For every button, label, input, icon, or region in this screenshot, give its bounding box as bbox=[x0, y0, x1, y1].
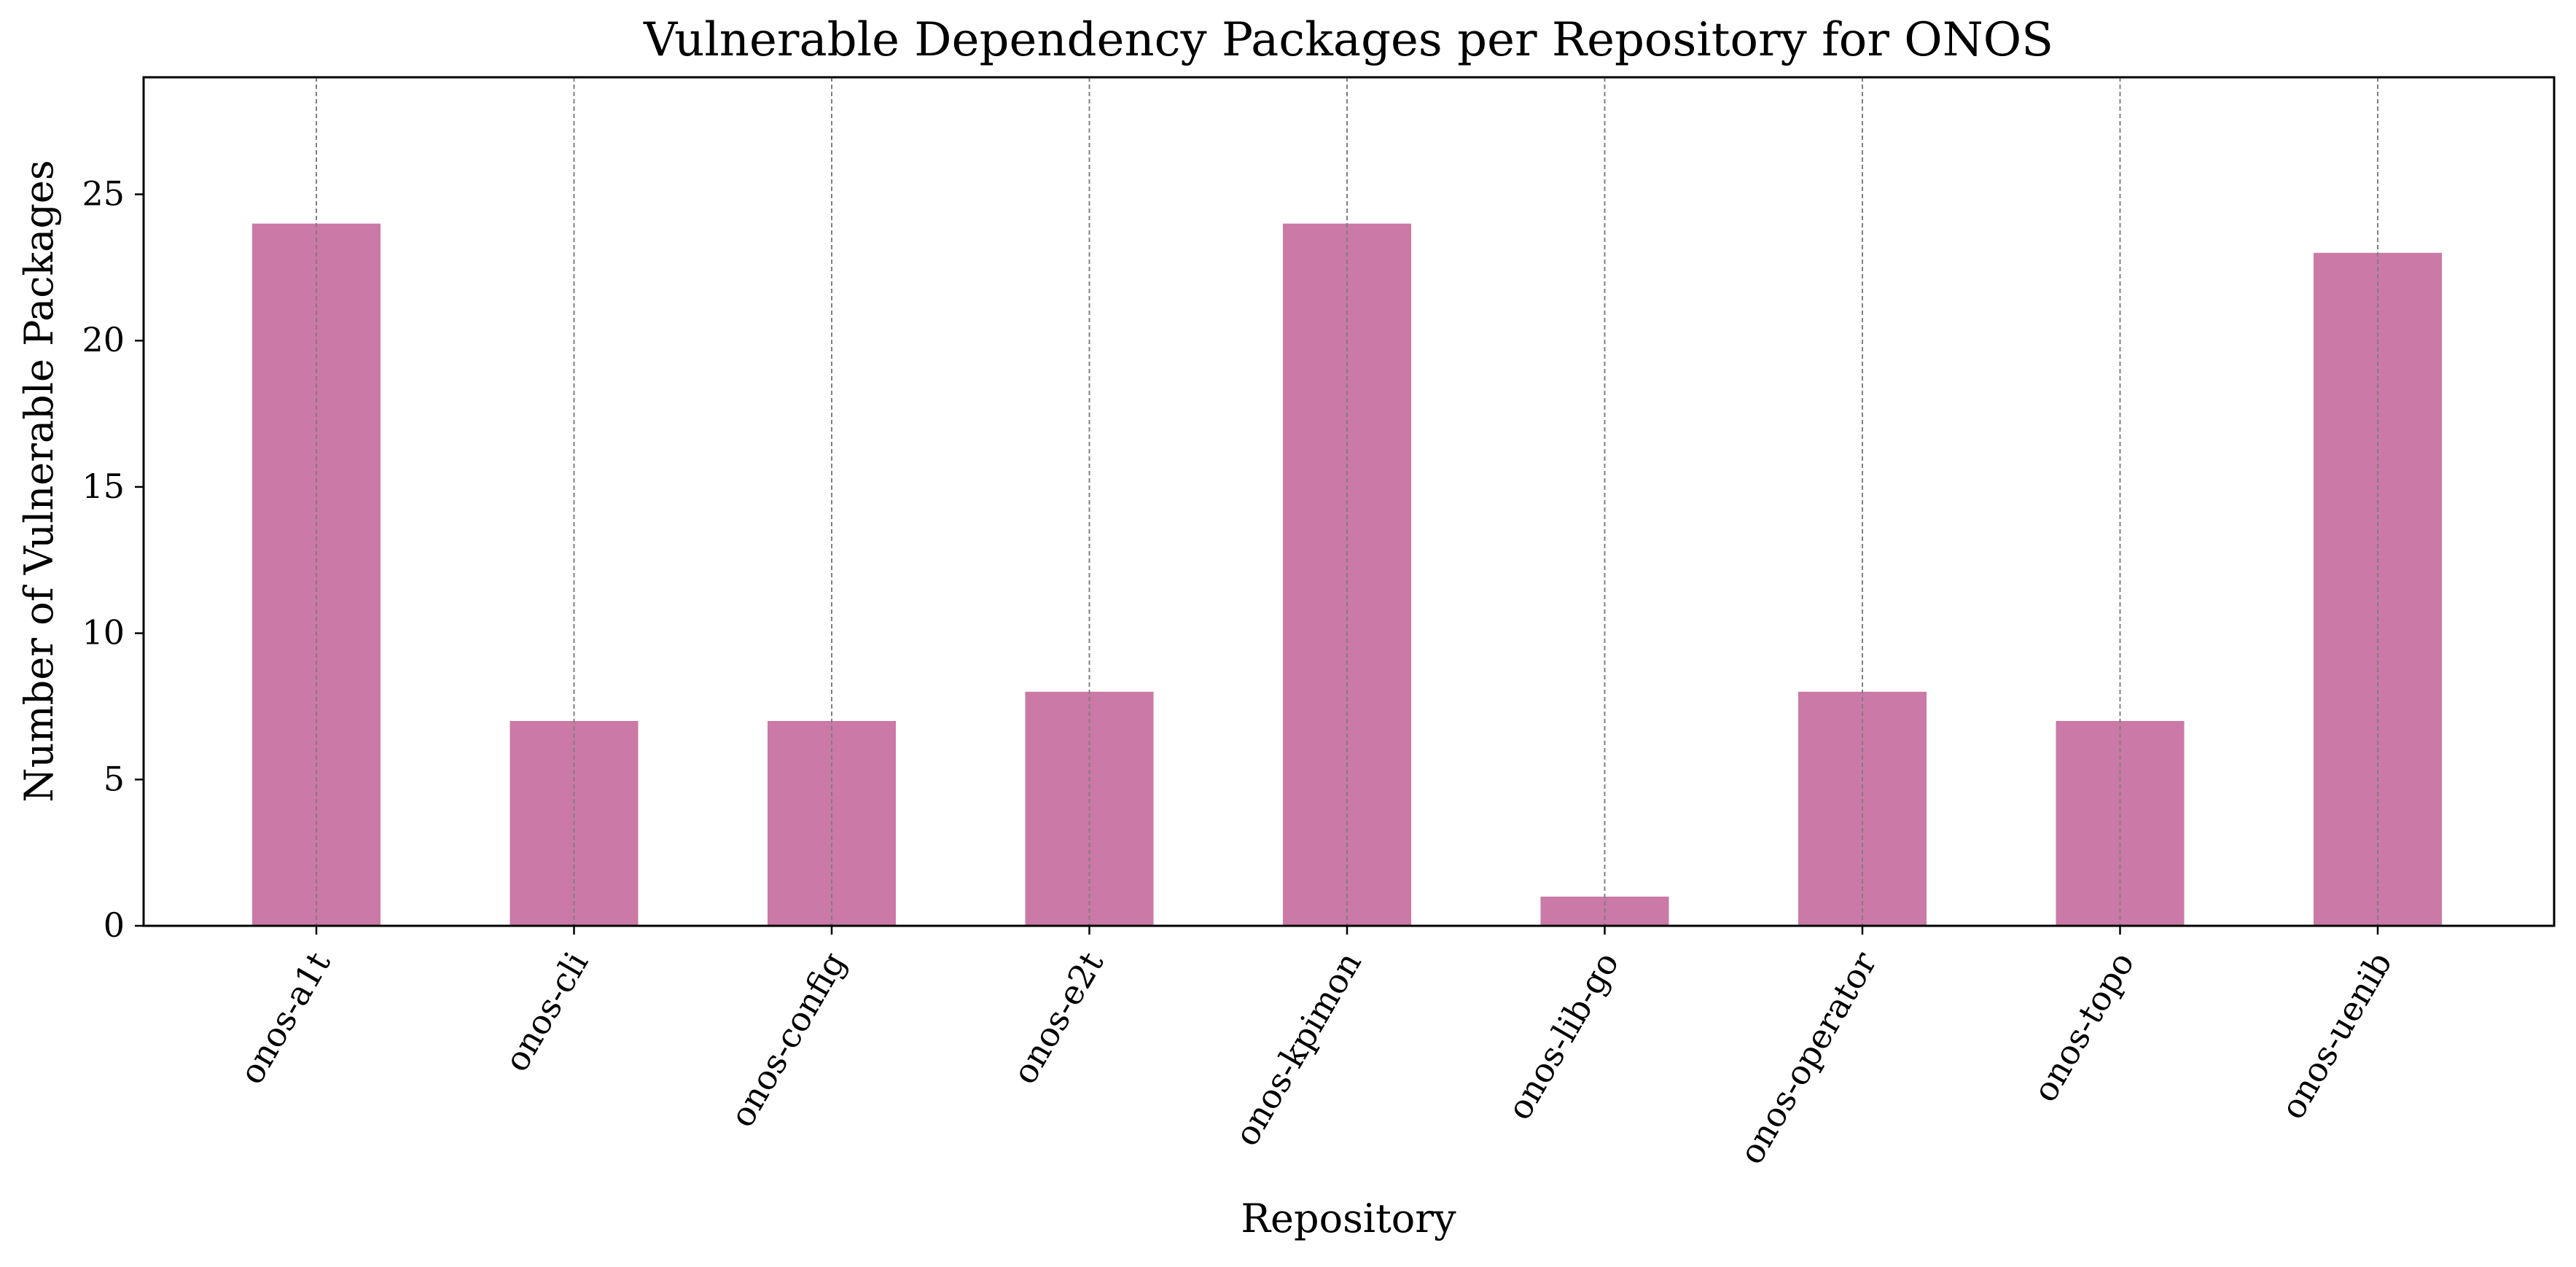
y-tick-label: 25 bbox=[82, 174, 125, 214]
y-tick-label: 10 bbox=[82, 613, 125, 652]
y-axis-label: Number of Vulnerable Packages bbox=[16, 160, 62, 802]
grid-lines-front bbox=[316, 77, 2378, 926]
plot-frame bbox=[142, 76, 2556, 927]
y-tick-label: 15 bbox=[82, 467, 125, 506]
chart-title: Vulnerable Dependency Packages per Repos… bbox=[643, 13, 2053, 67]
y-tick-label: 20 bbox=[82, 320, 125, 359]
x-axis-label: Repository bbox=[1241, 1196, 1456, 1241]
y-axis-ticks: 0 5 10 15 20 25 bbox=[82, 174, 144, 945]
y-tick-label: 5 bbox=[104, 759, 125, 798]
y-tick-label: 0 bbox=[104, 905, 125, 945]
